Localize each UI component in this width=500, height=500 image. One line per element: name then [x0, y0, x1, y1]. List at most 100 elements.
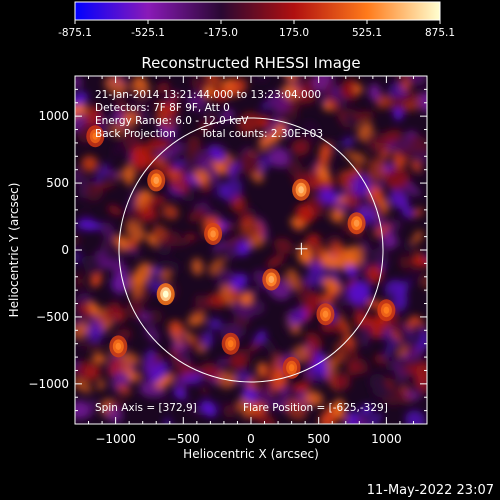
texture-blob [273, 237, 294, 255]
texture-blob [393, 106, 404, 121]
texture-blob [100, 222, 115, 239]
texture-blob [91, 353, 107, 364]
texture-blob [144, 324, 160, 344]
y-axis-ticks: −1000 −500 0 500 1000 [28, 88, 427, 412]
texture-blob [297, 282, 310, 303]
y-tick-label: 0 [61, 243, 69, 257]
texture-blob [414, 207, 424, 217]
hot-spot [347, 212, 366, 235]
texture-blob [162, 204, 179, 220]
texture-blob [388, 191, 410, 209]
texture-blob [376, 94, 392, 109]
texture-blob [200, 384, 209, 396]
texture-blob [368, 83, 381, 102]
texture-blob [403, 241, 414, 252]
texture-blob [81, 155, 99, 172]
texture-blob [228, 161, 240, 178]
texture-blob [88, 315, 104, 327]
texture-blob [201, 160, 213, 169]
texture-blob [332, 399, 345, 419]
texture-blob [75, 76, 83, 89]
texture-blob [344, 342, 359, 363]
texture-blob [413, 362, 427, 382]
texture-blob [360, 404, 373, 416]
texture-blob [201, 400, 217, 417]
texture-blob [130, 145, 152, 170]
hot-spot [86, 125, 105, 148]
footer-timestamp: 11-May-2022 23:07 [367, 483, 494, 498]
texture-blob [171, 330, 183, 347]
texture-blob [292, 382, 311, 392]
texture-blob [116, 383, 132, 396]
texture-blob [256, 362, 267, 377]
colorbar-tick-label: 875.1 [425, 27, 455, 39]
texture-blob [242, 387, 257, 403]
texture-blob [269, 122, 286, 145]
texture-blob [125, 167, 135, 186]
texture-blob [84, 363, 102, 381]
texture-blob [147, 233, 157, 247]
detectors-text: Detectors: 7F 8F 9F, Att 0 [95, 102, 230, 114]
texture-blob [333, 308, 346, 320]
texture-blob [346, 151, 367, 165]
spin-axis-marker [295, 242, 308, 255]
colorbar-tick-label: -875.1 [58, 27, 92, 39]
texture-blob [366, 412, 383, 424]
texture-blob [291, 138, 311, 156]
hot-spot [156, 283, 175, 306]
texture-blob [170, 358, 191, 370]
colorbar-tick-label: -525.1 [131, 27, 165, 39]
texture-blob [240, 292, 253, 305]
texture-blob [134, 189, 152, 209]
texture-blob [186, 135, 202, 153]
texture-blob [97, 379, 106, 391]
texture-blob [173, 388, 186, 399]
texture-blob [92, 116, 102, 127]
texture-blob [125, 220, 146, 242]
hot-spot [262, 268, 281, 291]
y-tick-label: −500 [36, 310, 69, 324]
plot-area: −1000 −500 0 500 1000 −1000 −500 0 500 1000 [28, 75, 428, 446]
texture-blob [168, 91, 180, 103]
texture-blob [103, 240, 123, 262]
texture-blob [329, 241, 345, 257]
texture-blob [268, 147, 291, 168]
texture-blob [104, 301, 120, 321]
texture-blob [159, 270, 172, 282]
texture-blob [311, 76, 331, 92]
texture-blob [137, 213, 162, 224]
texture-blob [297, 90, 318, 105]
texture-blob [148, 152, 158, 172]
texture-blob [151, 266, 161, 277]
texture-blob [107, 205, 123, 216]
texture-blob [353, 311, 367, 329]
texture-blob [286, 158, 304, 178]
hot-spot [204, 222, 223, 245]
energy-range-text: Energy Range: 6.0 - 12.0 keV [95, 115, 249, 127]
texture-blob [239, 218, 265, 240]
texture-blob [151, 136, 163, 146]
texture-blob [332, 373, 351, 391]
texture-blob [262, 336, 277, 356]
texture-blob [305, 331, 323, 351]
y-tick-label: 500 [46, 176, 69, 190]
texture-blob [147, 309, 163, 324]
texture-blob [75, 378, 93, 393]
texture-blob [393, 288, 408, 312]
texture-blob [258, 132, 273, 150]
hot-spot [221, 332, 240, 355]
texture-blob [223, 405, 237, 418]
texture-blob [307, 348, 316, 367]
texture-blob [228, 353, 248, 371]
spin-axis-text: Spin Axis = [372,9] [95, 402, 197, 414]
texture-blob [337, 195, 347, 204]
texture-blob [355, 415, 368, 424]
texture-blob [219, 358, 227, 366]
x-tick-label: −1000 [95, 432, 136, 446]
texture-blob [374, 354, 386, 365]
texture-blob [167, 132, 179, 146]
texture-blob [318, 187, 338, 205]
texture-blob [225, 239, 240, 260]
texture-blob [186, 92, 207, 111]
texture-blob [112, 140, 124, 157]
